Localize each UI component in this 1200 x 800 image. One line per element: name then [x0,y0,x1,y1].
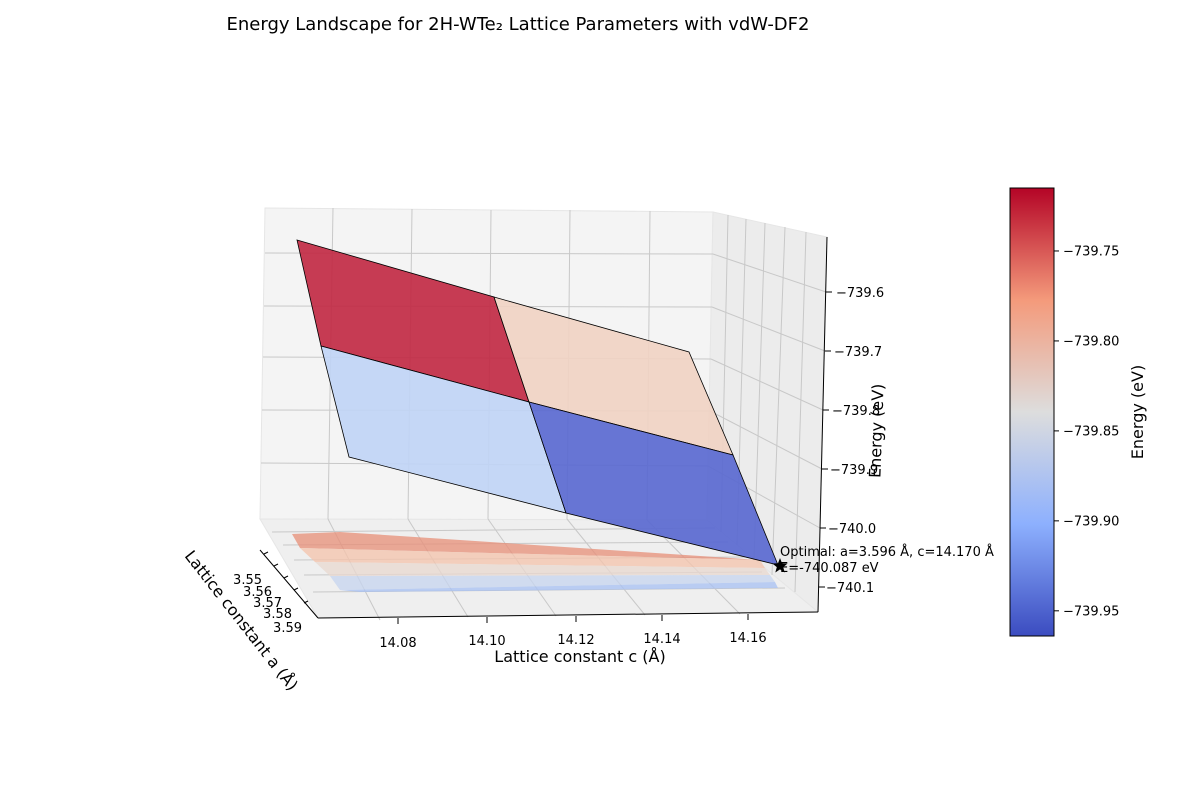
colorbar-tick-label: −739.95 [1063,604,1119,619]
axis-lines [259,236,828,619]
gridline [712,253,827,293]
floor-band [340,582,778,592]
energy-tick-label: −740.1 [826,581,874,596]
a-tick-label: 3.58 [263,607,292,622]
energy-tick-labels: −739.6 −739.7 −739.8 −739.9 −740.0 −740.… [826,286,884,596]
a-tick [273,563,279,567]
colorbar-tick-label: −739.90 [1063,514,1119,529]
optimum-marker: Optimal: a=3.596 Å, c=14.170 Å E=-740.08… [772,544,994,576]
colorbar-tick-label: −739.75 [1063,244,1119,259]
c-tick-label: 14.12 [557,633,594,648]
c-tick-label: 14.14 [643,632,680,647]
energy-surface [296,239,779,566]
a-tick-label: 3.56 [243,585,272,600]
colorbar-tick-label: −739.80 [1063,334,1119,349]
colorbar-label: Energy (eV) [1128,365,1147,459]
floor-band [292,532,760,560]
a-tick-label: 3.55 [233,573,262,588]
gridline [711,306,826,352]
c-tick-label: 14.16 [729,631,766,646]
c-axis-label: Lattice constant c (Å) [494,647,665,666]
a-tick-labels: 3.55 3.56 3.57 3.58 3.59 [233,573,302,636]
colorbar-ticks: −739.75 −739.80 −739.85 −739.90 −739.95 [1054,244,1119,619]
chart-title: Energy Landscape for 2H-WTe₂ Lattice Par… [227,14,810,35]
energy-tick-label: −739.6 [836,286,884,301]
c-tick-label: 14.10 [468,634,505,649]
optimum-label-line1: Optimal: a=3.596 Å, c=14.170 Å [780,544,994,560]
colorbar-tick-label: −739.85 [1063,424,1119,439]
a-tick [303,600,309,604]
a-tick [263,551,269,555]
a-tick [283,575,289,579]
gridline [710,358,824,411]
colorbar: −739.75 −739.80 −739.85 −739.90 −739.95 Ener… [1009,187,1147,637]
tick-marks [263,291,832,624]
energy-tick-label: −740.0 [828,522,876,537]
gridline [771,226,786,576]
a-axis-line [259,549,319,619]
optimum-label-line2: E=-740.087 eV [780,561,879,576]
gridline [753,222,766,561]
gridline [794,231,807,593]
floor-band [315,562,770,576]
floor-contour [292,532,778,592]
c-axis-line [317,611,819,619]
a-tick-label: 3.57 [253,596,282,611]
gridline [709,410,823,470]
optimum-star [772,558,788,573]
energy-axis-line [817,236,828,613]
energy-tick-label: −739.7 [834,345,882,360]
energy-axis-label: Energy (eV) [865,383,887,478]
floor-band [300,548,765,568]
colorbar-gradient [1009,187,1055,637]
a-tick [293,587,299,591]
energy-tick-label: −739.8 [832,404,880,419]
floor-band [330,575,775,590]
a-tick-label: 3.59 [273,621,302,636]
c-tick-label: 14.08 [379,636,416,651]
energy-tick-label: −739.9 [830,463,878,478]
c-tick-labels: 14.08 14.10 14.12 14.14 14.16 [379,631,766,651]
